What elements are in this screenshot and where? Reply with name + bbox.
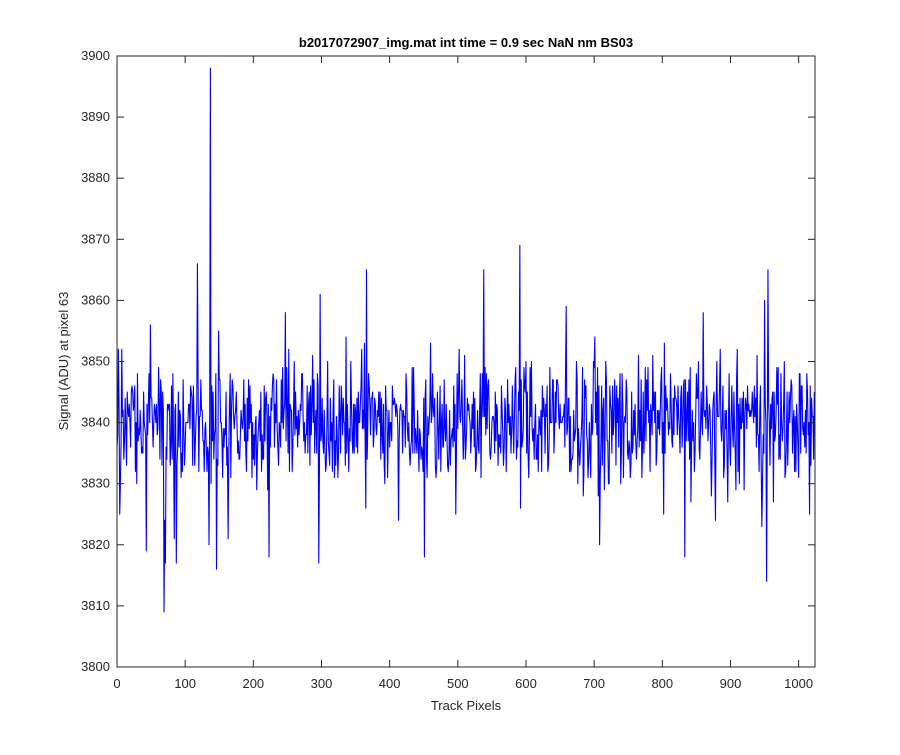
y-tick-label: 3810 (81, 598, 110, 613)
y-tick-label: 3800 (81, 659, 110, 674)
chart-title: b2017072907_img.mat int time = 0.9 sec N… (299, 35, 633, 50)
x-tick-label: 1000 (784, 676, 813, 691)
y-tick-label: 3890 (81, 109, 110, 124)
signal-line (116, 67, 815, 613)
y-tick-label: 3820 (81, 537, 110, 552)
x-tick-label: 700 (583, 676, 605, 691)
series-layer (116, 67, 815, 613)
x-tick-label: 300 (311, 676, 333, 691)
y-tick-label: 3850 (81, 354, 110, 369)
x-axis-label: Track Pixels (431, 698, 502, 713)
y-tick-label: 3880 (81, 170, 110, 185)
y-tick-label: 3830 (81, 476, 110, 491)
x-tick-label: 600 (515, 676, 537, 691)
y-tick-label: 3870 (81, 231, 110, 246)
x-tick-label: 400 (379, 676, 401, 691)
x-tick-label: 0 (113, 676, 120, 691)
y-tick-label: 3860 (81, 292, 110, 307)
x-tick-label: 500 (447, 676, 469, 691)
y-axis-label: Signal (ADU) at pixel 63 (56, 292, 71, 431)
x-tick-label: 900 (720, 676, 742, 691)
y-tick-label: 3840 (81, 415, 110, 430)
x-tick-label: 200 (242, 676, 264, 691)
ticks-layer: 0 100 200 300 400 500 600 700 800 900 1000 3800 3810… (81, 48, 815, 691)
x-tick-label: 800 (651, 676, 673, 691)
y-tick-label: 3900 (81, 48, 110, 63)
plot-area-background (117, 56, 815, 667)
x-tick-label: 100 (174, 676, 196, 691)
